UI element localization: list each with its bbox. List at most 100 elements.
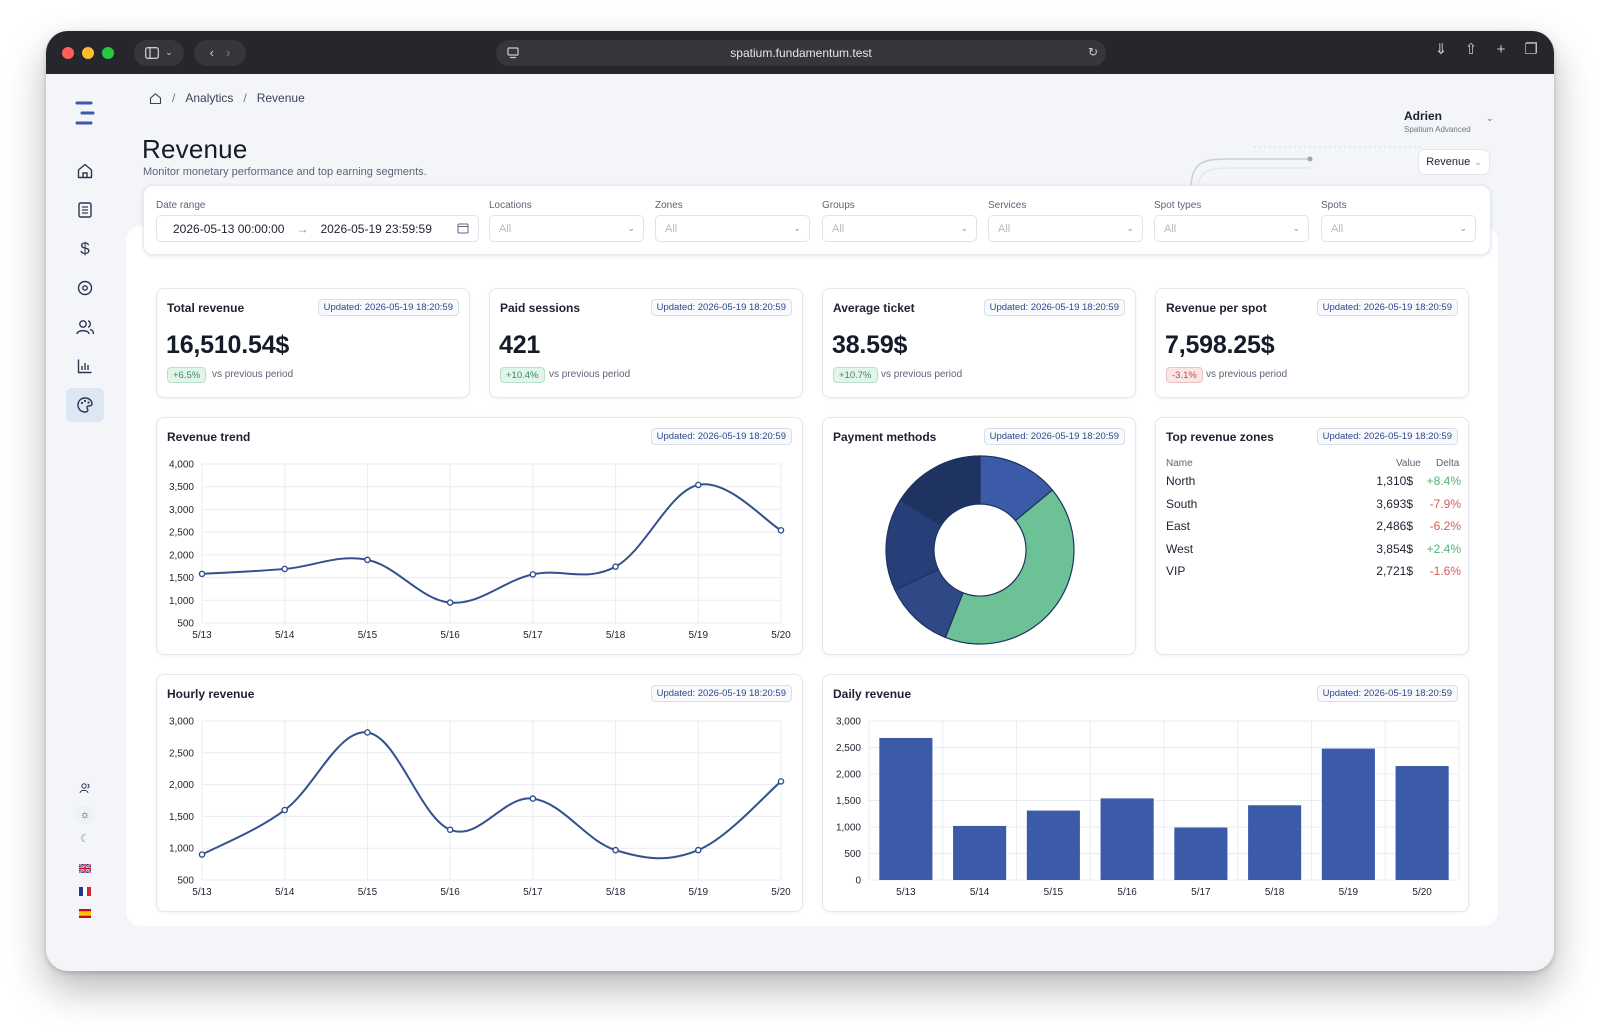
kpi-value: 38.59$: [832, 331, 908, 359]
forward-button[interactable]: ›: [226, 45, 231, 60]
sidebar-toggle-button[interactable]: ⌄: [134, 39, 184, 66]
user-menu[interactable]: Adrien Spatium Advanced ⌄: [1404, 109, 1494, 134]
page-subtitle: Monitor monetary performance and top ear…: [143, 166, 427, 178]
maximize-window-button[interactable]: [102, 46, 114, 59]
data-point: [694, 846, 702, 854]
card-title: Daily revenue: [833, 687, 912, 701]
analytics-icon[interactable]: [66, 350, 104, 382]
view-select[interactable]: Revenue ⌄: [1418, 149, 1490, 175]
y-tick-label: 1,500: [836, 796, 861, 807]
reload-icon[interactable]: ↻: [1087, 45, 1098, 59]
kpi-title: Paid sessions: [500, 301, 581, 315]
x-tick-label: 5/20: [1412, 887, 1432, 898]
close-window-button[interactable]: [62, 46, 74, 59]
y-tick-label: 1,000: [169, 844, 194, 855]
zone-delta: +8.4%: [1426, 474, 1461, 488]
chevron-down-icon: ⌄: [1292, 223, 1300, 233]
date-range-picker[interactable]: 2026-05-13 00:00:00 → 2026-05-19 23:59:5…: [156, 215, 479, 242]
data-point: [281, 565, 289, 573]
view-select-label: Revenue: [1426, 156, 1471, 168]
reports-icon[interactable]: [66, 194, 104, 226]
users-icon[interactable]: [66, 311, 104, 343]
zone-name: South: [1166, 496, 1198, 511]
top-zones-card: Top revenue zones Updated: 2026-05-19 18…: [1155, 417, 1469, 655]
account-icon[interactable]: [75, 779, 95, 797]
kpi-value: 7,598.25$: [1165, 331, 1275, 359]
bar: [879, 737, 933, 880]
chevron-down-icon: ⌄: [165, 47, 173, 57]
minimize-window-button[interactable]: [82, 46, 94, 59]
download-icon[interactable]: ⇓: [1434, 41, 1448, 58]
home-icon[interactable]: [66, 155, 104, 187]
date-end[interactable]: 2026-05-19 23:59:59: [320, 221, 432, 236]
chevron-down-icon: ⌄: [1474, 156, 1482, 167]
light-mode-icon[interactable]: ☼: [75, 806, 95, 824]
pie-slice: [944, 489, 1075, 645]
pie-slice: [899, 455, 981, 527]
zones-select[interactable]: All ⌄: [655, 215, 810, 242]
locations-select[interactable]: All ⌄: [489, 215, 644, 242]
share-icon[interactable]: ⇧: [1464, 41, 1478, 58]
calendar-icon: [457, 223, 469, 234]
zone-name: West: [1166, 541, 1194, 556]
y-tick-label: 500: [844, 849, 861, 860]
dollar-icon[interactable]: $: [80, 239, 90, 258]
kpi-card-average-ticket: Average ticket Updated: 2026-05-19 18:20…: [822, 288, 1136, 398]
browser-actions: ⇓ ⇧ + ❐: [1432, 40, 1540, 59]
home-breadcrumb-icon[interactable]: [149, 92, 162, 105]
kpi-delta: +6.5%: [167, 367, 207, 383]
x-tick-label: 5/13: [192, 887, 212, 898]
kpi-title: Revenue per spot: [1166, 301, 1267, 315]
x-tick-label: 5/16: [1117, 887, 1137, 898]
zones-header-name: Name: [1166, 458, 1193, 469]
flag-english-icon[interactable]: [75, 859, 95, 877]
services-label: Services: [988, 200, 1027, 211]
kpi-vs-label: vs previous period: [881, 369, 963, 380]
series-line: [201, 483, 782, 604]
new-tab-icon[interactable]: +: [1496, 40, 1506, 58]
flag-french-icon[interactable]: [75, 882, 95, 900]
back-button[interactable]: ‹: [209, 45, 214, 60]
address-bar[interactable]: spatium.fundamentum.test ↻: [496, 40, 1106, 66]
updated-badge: Updated: 2026-05-19 18:20:59: [650, 428, 792, 445]
bar: [1248, 805, 1302, 880]
date-start[interactable]: 2026-05-13 00:00:00: [173, 221, 285, 236]
x-tick-label: 5/20: [771, 630, 791, 641]
zone-value: 3,854$: [1376, 541, 1413, 556]
breadcrumb-analytics[interactable]: Analytics: [185, 91, 234, 105]
decorative-connector: [1190, 146, 1421, 189]
dark-mode-icon[interactable]: ☾: [80, 832, 90, 845]
page-settings-icon[interactable]: [506, 46, 520, 60]
kpi-vs-label: vs previous period: [1206, 369, 1288, 380]
y-tick-label: 3,000: [836, 717, 861, 728]
zone-name: North: [1166, 474, 1196, 488]
updated-badge: Updated: 2026-05-19 18:20:59: [650, 685, 792, 702]
tabs-overview-icon[interactable]: ❐: [1524, 41, 1538, 58]
spots-select[interactable]: All ⌄: [1321, 215, 1476, 242]
x-tick-label: 5/16: [440, 887, 460, 898]
y-tick-label: 2,500: [169, 748, 194, 759]
chevron-down-icon: ⌄: [1126, 223, 1134, 233]
data-point: [364, 729, 371, 736]
revenue-trend-chart: 500 1,000 1,500 2,000 2,500 3,000 3,500 4,000 5/…: [169, 460, 791, 642]
kpi-card-revenue-per-spot: Revenue per spot Updated: 2026-05-19 18:…: [1155, 288, 1469, 398]
y-tick-label: 1,500: [169, 573, 194, 584]
zones-header-value: Value: [1396, 458, 1421, 469]
bar: [1395, 766, 1449, 880]
revenue-nav-icon[interactable]: [66, 388, 104, 422]
flag-spanish-icon[interactable]: [75, 904, 95, 922]
daily-revenue-card: Daily revenue Updated: 2026-05-19 18:20:…: [822, 674, 1469, 912]
settings-icon[interactable]: [66, 272, 104, 304]
services-select[interactable]: All ⌄: [988, 215, 1143, 242]
spot-types-select[interactable]: All ⌄: [1154, 215, 1309, 242]
menu-logo-icon[interactable]: [66, 96, 104, 130]
data-point: [777, 778, 785, 785]
locations-value: All: [499, 222, 512, 235]
zone-row: East 2,486$ -6.2%: [1166, 519, 1461, 539]
x-tick-label: 5/13: [192, 630, 212, 641]
updated-badge: Updated: 2026-05-19 18:20:59: [1316, 428, 1458, 445]
groups-select[interactable]: All ⌄: [822, 215, 977, 242]
spot-types-value: All: [1164, 222, 1177, 235]
zone-delta: -6.2%: [1429, 519, 1461, 533]
x-tick-label: 5/19: [689, 887, 709, 898]
